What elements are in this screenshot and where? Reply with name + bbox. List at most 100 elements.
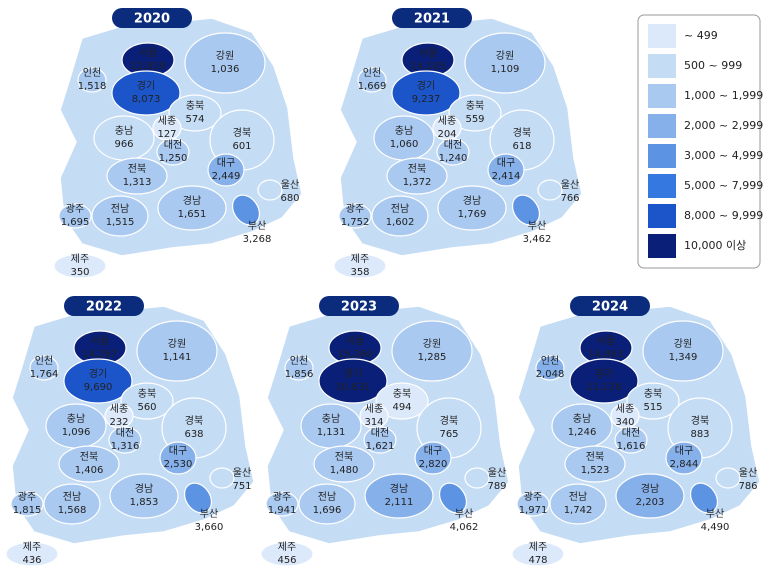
year-badge — [570, 296, 650, 316]
region-value: 1,518 — [78, 81, 107, 92]
region-name: 대전 — [164, 139, 182, 151]
region-value: 1,349 — [669, 352, 698, 363]
region-value: 3,660 — [195, 522, 224, 533]
region-shape — [391, 70, 461, 116]
region-value: 232 — [109, 417, 128, 428]
region-value: 1,651 — [178, 209, 207, 220]
year-badge — [392, 8, 472, 28]
region-shape — [298, 483, 356, 525]
region-value: 559 — [465, 114, 484, 125]
region-shape — [209, 467, 235, 489]
region-shape — [231, 194, 261, 226]
region-name: 경기 — [344, 367, 362, 380]
legend-swatch — [648, 204, 676, 228]
region-value: 2,111 — [385, 497, 414, 508]
year-label: 2024 — [592, 300, 628, 315]
region-value: 883 — [690, 429, 709, 440]
region-shape — [159, 441, 197, 475]
region-value: 1,372 — [403, 177, 432, 188]
region-shape — [464, 32, 546, 94]
region-name: 충북 — [186, 100, 204, 112]
region-value: 314 — [364, 417, 383, 428]
region-value: 1,406 — [75, 465, 104, 476]
region-shape — [111, 70, 181, 116]
region-value: 1,246 — [568, 427, 597, 438]
region-shape — [373, 115, 435, 161]
region-value: 2,203 — [636, 497, 665, 508]
region-value: 1,742 — [564, 505, 593, 516]
region-name: 광주 — [346, 203, 364, 215]
region-name: 부산 — [706, 508, 724, 520]
region-value: 966 — [114, 139, 133, 150]
region-value: 1,523 — [581, 465, 610, 476]
region-shape — [207, 153, 245, 187]
region-name: 울산 — [281, 179, 299, 191]
region-name: 울산 — [561, 179, 579, 191]
region-value: 4,490 — [701, 522, 730, 533]
region-name: 충북 — [393, 388, 411, 400]
region-value: 3,462 — [523, 234, 552, 245]
region-shape — [357, 67, 387, 93]
region-name: 대구 — [424, 445, 442, 457]
region-shape — [487, 153, 525, 187]
legend-swatch — [648, 84, 676, 108]
region-name: 서울 — [597, 335, 615, 347]
region-shape — [364, 473, 434, 519]
region-name: 경북 — [233, 126, 251, 139]
region-value: 766 — [560, 193, 579, 204]
region-name: 경북 — [513, 126, 531, 139]
region-shape — [391, 320, 473, 382]
region-name: 부산 — [528, 220, 546, 232]
region-value: 1,096 — [62, 427, 91, 438]
region-name: 제주 — [71, 253, 89, 265]
region-name: 경북 — [440, 414, 458, 427]
region-value: 436 — [22, 555, 41, 566]
region-shape — [371, 195, 429, 237]
region-value: 14,103 — [411, 61, 446, 72]
region-name: 인천 — [290, 355, 308, 367]
region-value: 1,313 — [123, 177, 152, 188]
region-name: 경남 — [135, 482, 153, 495]
region-value: 1,602 — [386, 217, 415, 228]
region-name: 강원 — [496, 50, 514, 62]
region-shape — [265, 491, 299, 517]
region-value: 1,695 — [61, 217, 90, 228]
region-shape — [516, 491, 550, 517]
region-name: 인천 — [35, 355, 53, 367]
region-name: 충남 — [573, 413, 591, 425]
region-name: 전북 — [128, 163, 146, 175]
region-value: 638 — [184, 429, 203, 440]
region-value: 15,266 — [338, 349, 373, 360]
region-name: 경남 — [390, 482, 408, 495]
region-shape — [257, 179, 283, 201]
region-name: 광주 — [524, 491, 542, 503]
region-value: 1,141 — [163, 352, 192, 363]
region-name: 서울 — [346, 335, 364, 347]
region-shape — [549, 483, 607, 525]
region-name: 전남 — [63, 491, 81, 503]
region-value: 14,863 — [589, 349, 624, 360]
region-name: 부산 — [455, 508, 473, 520]
region-shape — [313, 445, 375, 483]
year-map: 서울 12,819 강원 1,036 인천 1,518 경기 8,073 충북 574 세종 127 충… — [53, 8, 303, 279]
region-name: 인천 — [363, 67, 381, 79]
legend-swatch — [648, 174, 676, 198]
region-shape — [438, 482, 468, 514]
region-name: 제주 — [351, 253, 369, 265]
region-name: 대구 — [217, 157, 235, 169]
region-value: 350 — [70, 267, 89, 278]
region-value: 1,568 — [58, 505, 87, 516]
region-name: 경기 — [89, 367, 107, 380]
region-name: 경기 — [137, 79, 155, 92]
region-shape — [386, 157, 448, 195]
region-shape — [333, 253, 387, 279]
region-shape — [260, 541, 314, 567]
region-name: 울산 — [233, 467, 251, 479]
region-name: 제주 — [529, 541, 547, 553]
region-shape — [551, 403, 613, 449]
region-value: 1,971 — [519, 505, 548, 516]
region-value: 1,941 — [268, 505, 297, 516]
region-value: 1,515 — [106, 217, 135, 228]
region-name: 광주 — [66, 203, 84, 215]
year-label: 2020 — [134, 12, 170, 27]
